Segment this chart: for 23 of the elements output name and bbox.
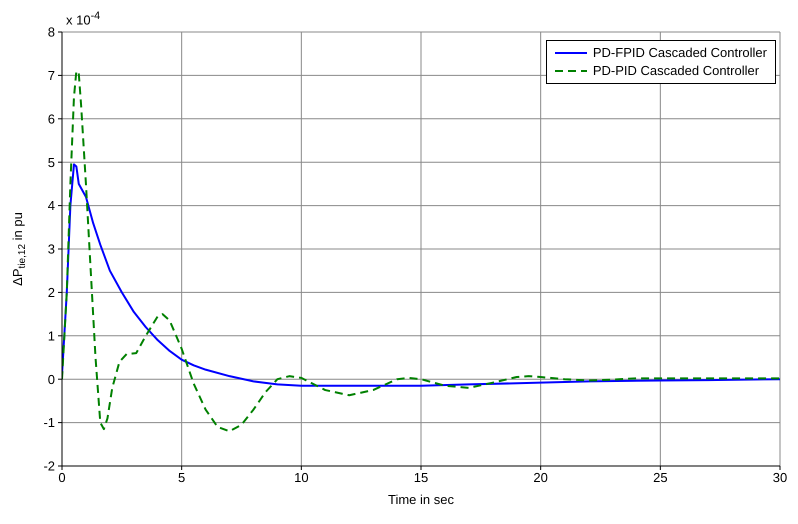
y-tick-label: 3 [48, 242, 55, 257]
text: x 10$^{-4}$ [66, 10, 100, 28]
x-tick-label: 25 [653, 470, 668, 486]
y-tick-label: -2 [43, 458, 55, 474]
y-tick-label: 0 [48, 372, 55, 387]
y-tick-label: -1 [43, 415, 55, 430]
y-tick-label: 2 [48, 285, 55, 300]
legend-label: PD-FPID Cascaded Controller [592, 44, 767, 62]
line-series [62, 163, 780, 387]
y-tick-label: 7 [48, 68, 55, 84]
y-tick-label: 6 [48, 111, 55, 126]
x-tick-label: 10 [294, 470, 309, 486]
x-tick-label: 15 [414, 470, 428, 486]
y-tick-label: 8 [48, 24, 55, 40]
y-tick-label: 5 [48, 154, 55, 170]
x-tick-label: 30 [772, 470, 788, 486]
x-axis-title: Time in sec [388, 492, 454, 507]
x-tick-label: 0 [58, 470, 66, 486]
x-tick-label: 20 [533, 470, 548, 486]
y-tick-label: 1 [48, 328, 55, 344]
y-tick-label: 4 [48, 198, 55, 214]
x-tick-label: 5 [178, 470, 186, 486]
legend-label: PD-PID Cascaded Controller [592, 62, 760, 80]
